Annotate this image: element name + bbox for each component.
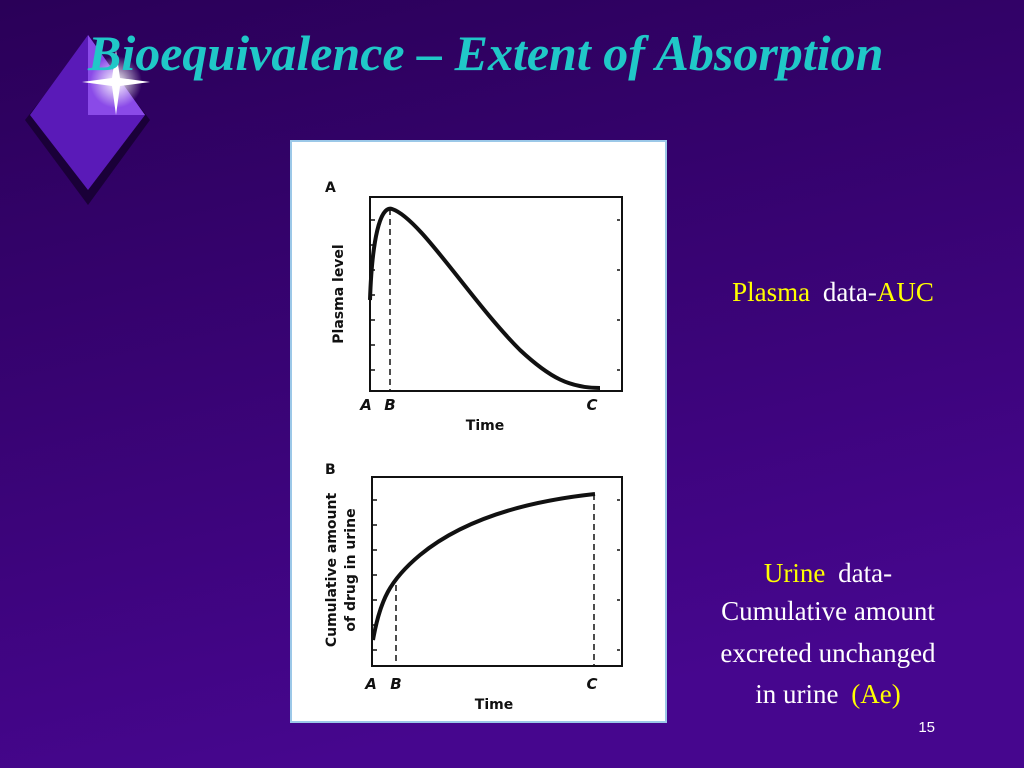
note-text: data- (838, 558, 892, 588)
slide-title: Bioequivalence – Extent of Absorption (87, 25, 883, 81)
figure-frame (290, 140, 667, 723)
urine-curve (371, 492, 596, 641)
x-axis-label: Time (466, 418, 504, 434)
panel-label: A (325, 180, 336, 196)
y-axis-label: Plasma level (331, 244, 347, 343)
figure: A Plasma level A B C Time B Cumulative a… (290, 140, 667, 723)
note-highlight: Plasma (732, 277, 810, 307)
plasma-curve (368, 206, 601, 390)
note-highlight: (Ae) (851, 679, 900, 709)
page-number: 15 (918, 719, 935, 736)
urine-note: in urine (Ae) (755, 679, 900, 709)
diamond-ornament (25, 35, 150, 205)
note-highlight: AUC (877, 277, 934, 307)
y-axis-label: of drug in urine (343, 508, 359, 631)
x-marker: C (586, 396, 597, 414)
x-marker: B (384, 396, 395, 414)
urine-note: Cumulative amount (721, 596, 935, 626)
tick-marks (372, 499, 620, 651)
note-highlight: Urine (764, 558, 825, 588)
x-marker: B (390, 675, 401, 693)
x-marker: A (364, 675, 377, 693)
x-marker: A (359, 396, 372, 414)
y-axis-label: Cumulative amount (324, 493, 340, 648)
plasma-note: Plasma data-AUC (732, 277, 934, 307)
x-axis-label: Time (475, 697, 513, 713)
urine-note: Urine data- (764, 558, 892, 588)
note-text: data- (823, 277, 877, 307)
tick-marks (370, 219, 620, 371)
x-marker: C (586, 675, 597, 693)
note-text: in urine (755, 679, 838, 709)
urine-note: excreted unchanged (720, 638, 936, 668)
plot-frame (371, 476, 623, 667)
panel-label: B (325, 462, 336, 478)
